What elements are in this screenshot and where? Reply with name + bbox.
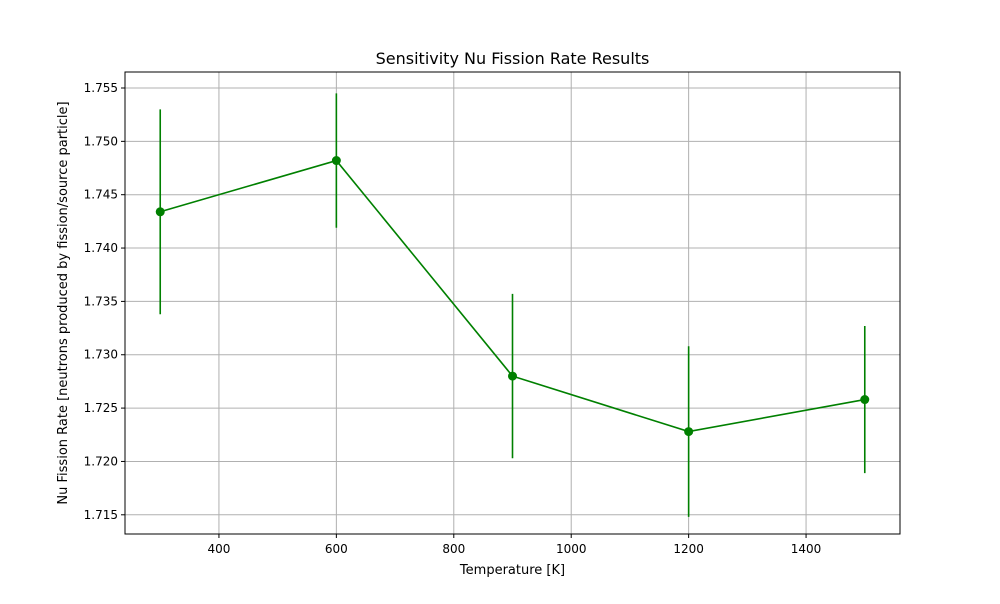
data-point (860, 395, 870, 405)
x-tick-label: 1000 (556, 542, 587, 556)
y-tick-label: 1.755 (84, 81, 118, 95)
data-point (684, 427, 694, 437)
y-tick-label: 1.720 (84, 454, 118, 468)
y-tick-label: 1.735 (84, 294, 118, 308)
y-axis-title: Nu Fission Rate [neutrons produced by fi… (56, 101, 71, 504)
x-tick-label: 800 (442, 542, 465, 556)
x-tick-label: 1200 (673, 542, 704, 556)
data-point (155, 207, 165, 217)
x-tick-label: 600 (325, 542, 348, 556)
y-tick-label: 1.730 (84, 348, 118, 362)
x-axis: 400 600 800 1000 1200 1400 (207, 534, 821, 556)
x-axis-title: Temperature [K] (459, 563, 565, 578)
chart-title: Sensitivity Nu Fission Rate Results (376, 49, 650, 68)
plot-frame (124, 71, 901, 535)
y-tick-label: 1.725 (84, 401, 118, 415)
y-tick-label: 1.745 (84, 188, 118, 202)
data-point (331, 156, 341, 166)
x-tick-label: 1400 (791, 542, 822, 556)
series-layer (155, 93, 870, 517)
x-tick-label: 400 (207, 542, 230, 556)
data-point (508, 371, 517, 381)
y-tick-label: 1.750 (84, 134, 118, 148)
y-axis: 1.715 1.720 1.725 1.730 1.735 1.740 1.745 1.750… (84, 81, 125, 522)
grid-layer (125, 72, 900, 534)
y-tick-label: 1.715 (84, 508, 118, 522)
y-tick-label: 1.740 (84, 241, 118, 255)
